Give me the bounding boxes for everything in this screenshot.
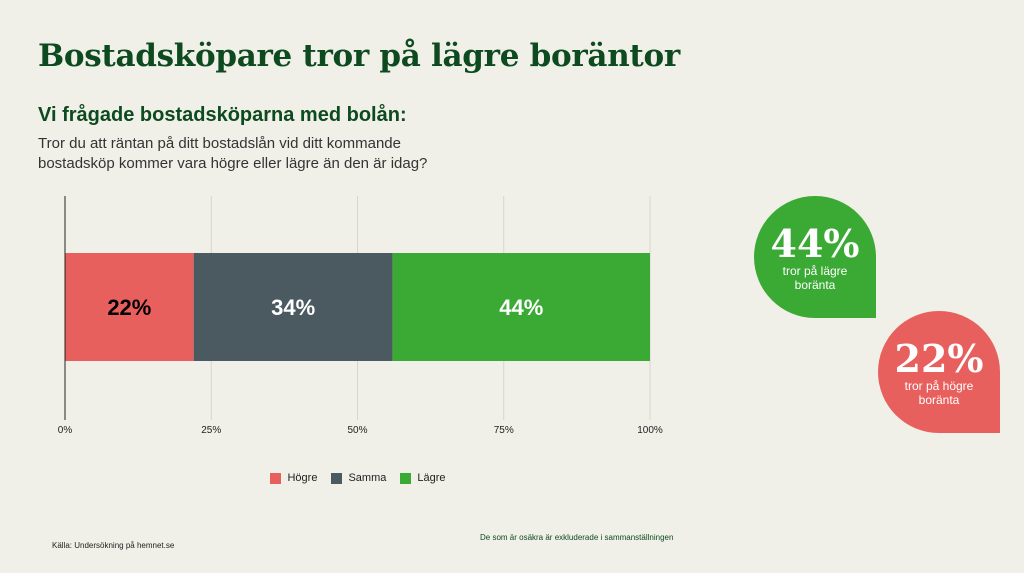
legend-swatch-hogre [270, 472, 282, 484]
callout-value-lagre: 44% [770, 221, 860, 266]
bar-segment-lägre [392, 253, 650, 361]
x-axis-ticks: 0% 25% 50% 75% 100% [58, 425, 663, 436]
legend-swatch-samma [331, 472, 343, 484]
bar-segment-samma [193, 253, 393, 361]
callout-bubble-hogre: 22% tror på högre boränta [878, 311, 1000, 433]
legend-label-samma: Samma [348, 472, 387, 484]
callout-bubble-lagre: 44% tror på lägre boränta [754, 196, 876, 318]
page-subtitle: Vi frågade bostadsköparna med bolån: [38, 104, 407, 126]
chart-legend: Högre Samma Lägre [0, 472, 716, 484]
callout-text-lagre: tror på lägre boränta [782, 264, 848, 292]
page-title: Bostadsköpare tror på lägre boräntor [38, 38, 680, 74]
x-tick-label: 0% [58, 425, 73, 436]
source-note: Källa: Undersökning på hemnet.se [52, 541, 175, 550]
x-tick-label: 100% [637, 425, 663, 436]
bar-label-lägre: 44% [499, 295, 543, 320]
legend-item-lagre: Lägre [400, 472, 446, 484]
survey-question: Tror du att räntan på ditt bostadslån vi… [38, 135, 428, 172]
x-tick-label: 25% [201, 425, 221, 436]
legend-label-hogre: Högre [287, 472, 318, 484]
bar-labels: 22% 34% 44% [107, 295, 543, 320]
x-tick-label: 50% [347, 425, 367, 436]
stacked-bar-chart: 22% 34% 44% 0% 25% 50% 75% 100% [58, 196, 663, 436]
legend-swatch-lagre [400, 472, 412, 484]
x-tick-label: 75% [494, 425, 514, 436]
bar-label-högre: 22% [107, 295, 151, 320]
legend-label-lagre: Lägre [417, 472, 446, 484]
exclusion-footnote: De som är osäkra är exkluderade i samman… [480, 533, 674, 542]
callout-value-hogre: 22% [894, 336, 984, 381]
bars [65, 253, 650, 361]
callout-text-hogre: tror på högre boränta [904, 379, 974, 407]
legend-item-hogre: Högre [270, 472, 317, 484]
legend-item-samma: Samma [331, 472, 386, 484]
bar-label-samma: 34% [271, 295, 315, 320]
bar-segment-högre [65, 253, 194, 361]
